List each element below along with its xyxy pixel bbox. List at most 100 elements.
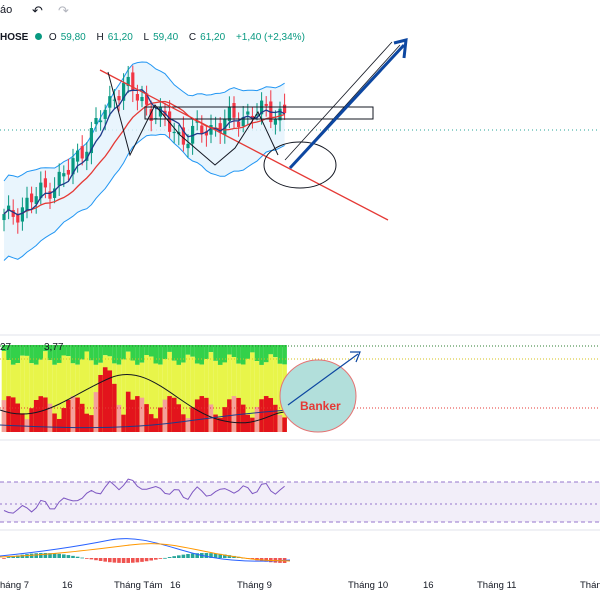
indicator-bar-red xyxy=(125,391,131,432)
low-label: L xyxy=(143,32,150,43)
indicator-bar-green xyxy=(89,345,94,361)
candle-body xyxy=(168,111,172,132)
indicator-bar-red xyxy=(282,417,287,432)
indicator-bar-yellow xyxy=(250,352,255,432)
indicator-bar-green xyxy=(245,345,251,359)
macd-histogram-bar xyxy=(213,553,218,558)
x-tick: Tháng Tám xyxy=(114,580,163,591)
candle-body xyxy=(112,99,116,101)
indicator-bar-green xyxy=(176,345,182,365)
candle-body xyxy=(71,158,75,175)
candle xyxy=(16,208,20,234)
candle-body xyxy=(209,125,213,135)
indicator-bar-green xyxy=(268,345,274,355)
indicator-bar-yellow xyxy=(162,359,168,432)
indicator-bar-red xyxy=(162,399,168,432)
candle-body xyxy=(25,197,29,212)
indicator-bar-green xyxy=(130,345,136,361)
indicator-left-value: 27 xyxy=(0,342,12,353)
indicator-bar-green xyxy=(194,345,200,364)
indicator-bar-green xyxy=(273,345,278,358)
macd-histogram-bar xyxy=(80,557,84,559)
indicator-bar-green xyxy=(61,345,67,356)
indicator-bar-red xyxy=(277,414,283,432)
ma-slow-line xyxy=(3,100,285,216)
indicator-bar-green xyxy=(139,345,145,363)
macd-histogram-bar xyxy=(195,553,199,558)
indicator-bar-red xyxy=(84,413,90,432)
indicator-bar-green xyxy=(204,345,209,360)
indicator-bar-green xyxy=(190,345,195,357)
indicator-bar-yellow xyxy=(84,351,90,432)
macd-histogram-bar xyxy=(75,556,80,558)
indicator-bar-red xyxy=(10,397,16,432)
indicator-bar-yellow xyxy=(1,351,7,432)
macd-histogram-bar xyxy=(126,558,130,563)
indicator-bar-green xyxy=(98,345,103,363)
indicator-bar-yellow xyxy=(116,364,122,432)
candle-body xyxy=(80,146,84,159)
indicator-bar-green xyxy=(116,345,122,365)
high-label: H xyxy=(96,32,104,43)
indicator-bar-yellow xyxy=(121,359,126,432)
candle-body xyxy=(140,97,144,102)
macd-histogram-bar xyxy=(43,553,48,558)
macd-histogram-bar xyxy=(52,553,57,558)
macd-panel xyxy=(0,538,291,563)
indicator-bar-red xyxy=(273,404,278,432)
indicator-bar-red xyxy=(139,397,145,432)
macd-histogram-bar xyxy=(34,553,38,558)
x-tick: Tháng 10 xyxy=(348,580,389,591)
indicator-bar-red xyxy=(66,399,71,432)
indicator-bar-red xyxy=(199,396,205,432)
indicator-bar-red xyxy=(158,407,163,432)
candle xyxy=(85,142,89,171)
indicator-bar-red xyxy=(43,397,48,432)
macd-histogram-bar xyxy=(149,558,153,561)
macd-histogram-bar xyxy=(177,555,181,558)
candle xyxy=(7,195,11,220)
indicator-bar-yellow xyxy=(254,361,260,432)
macd-histogram-bar xyxy=(71,555,75,558)
candle-body xyxy=(85,151,89,161)
redo-icon[interactable]: ↷ xyxy=(58,3,69,18)
status-dot-icon xyxy=(35,33,43,40)
indicator-bar-red xyxy=(56,418,62,432)
candle xyxy=(94,107,98,132)
indicator-bar-red xyxy=(102,367,108,432)
banker-ellipse xyxy=(279,359,357,433)
indicator-bar-red xyxy=(135,396,140,432)
indicator-bar-yellow xyxy=(222,362,228,432)
indicator-bar-yellow xyxy=(6,360,11,432)
candle-body xyxy=(62,173,66,177)
macd-histogram-bar xyxy=(85,558,89,559)
macd-histogram-bar xyxy=(190,553,195,558)
candle-body xyxy=(181,127,185,145)
bollinger-band xyxy=(3,61,285,261)
indicator-bar-yellow xyxy=(185,354,191,432)
indicator-bar-green xyxy=(66,345,71,357)
indicator-bar-green xyxy=(217,345,223,365)
candle xyxy=(200,115,204,143)
indicator-bar-green xyxy=(52,345,57,365)
indicator-bar-green xyxy=(29,345,34,364)
candle xyxy=(48,182,52,209)
top-toolbar: áo ↶ ↷ xyxy=(0,0,600,22)
indicator-bar-red xyxy=(38,396,44,432)
indicator-bar-yellow xyxy=(268,354,274,432)
close-label: C xyxy=(188,32,197,43)
candle-body xyxy=(218,123,222,133)
indicator-bar-yellow xyxy=(79,359,85,432)
indicator-bar-green xyxy=(181,345,186,363)
indicator-bar-green xyxy=(33,345,39,365)
macd-histogram-bar xyxy=(117,558,121,563)
indicator-bar-yellow xyxy=(56,362,62,432)
indicator-bar-red xyxy=(1,400,7,432)
indicator-bar-green xyxy=(112,345,117,364)
candle-body xyxy=(227,107,231,122)
indicator-bar-green xyxy=(236,345,241,364)
undo-icon[interactable]: ↶ xyxy=(32,3,43,18)
open-value: 59,80 xyxy=(60,32,86,43)
symbol-label[interactable]: HOSE xyxy=(0,32,29,43)
